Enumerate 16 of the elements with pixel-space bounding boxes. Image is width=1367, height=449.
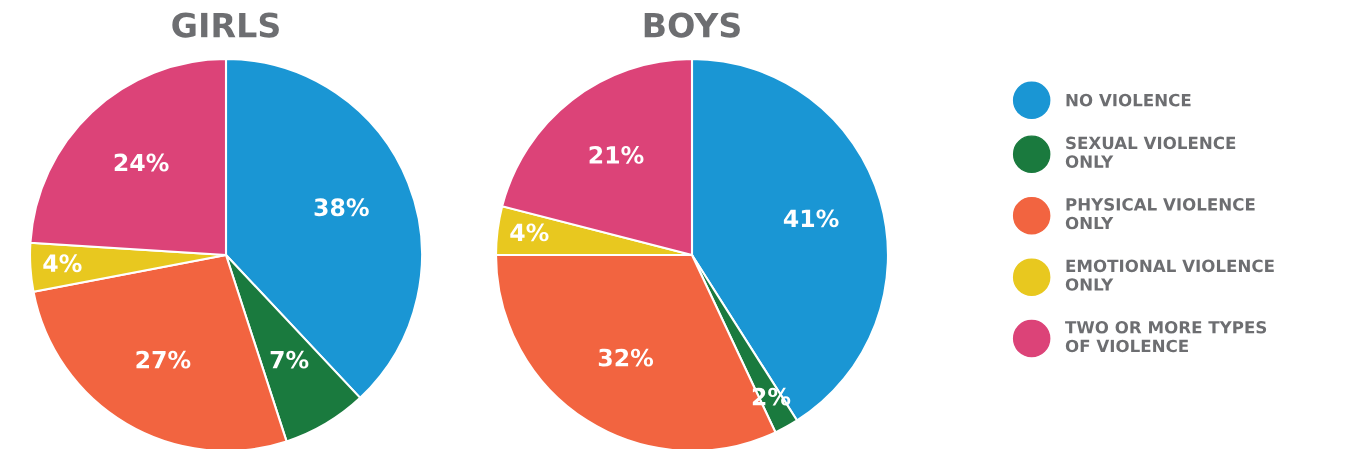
legend-label: NO VIOLENCE <box>1066 93 1191 107</box>
data-label: 24% <box>114 153 169 172</box>
data-label: 27% <box>136 350 191 369</box>
legend-label: TWO OR MORE TYPES OF VIOLENCE <box>1065 320 1267 353</box>
data-label: 4% <box>510 223 549 242</box>
data-label: 41% <box>783 209 839 228</box>
legend-label: SEXUAL VIOLENCE ONLY <box>1065 136 1236 168</box>
chart-title: BOYS <box>644 12 740 38</box>
data-label: 21% <box>589 146 644 164</box>
data-label: 7% <box>270 350 309 369</box>
legend-label: EMOTIONAL VIOLENCE ONLY <box>1065 259 1274 291</box>
chart-title: GIRLS <box>172 12 279 38</box>
data-label: 32% <box>598 348 654 367</box>
data-label: 4% <box>43 254 82 273</box>
legend-label: PHYSICAL VIOLENCE ONLY <box>1065 198 1255 230</box>
data-label: 38% <box>314 198 369 217</box>
